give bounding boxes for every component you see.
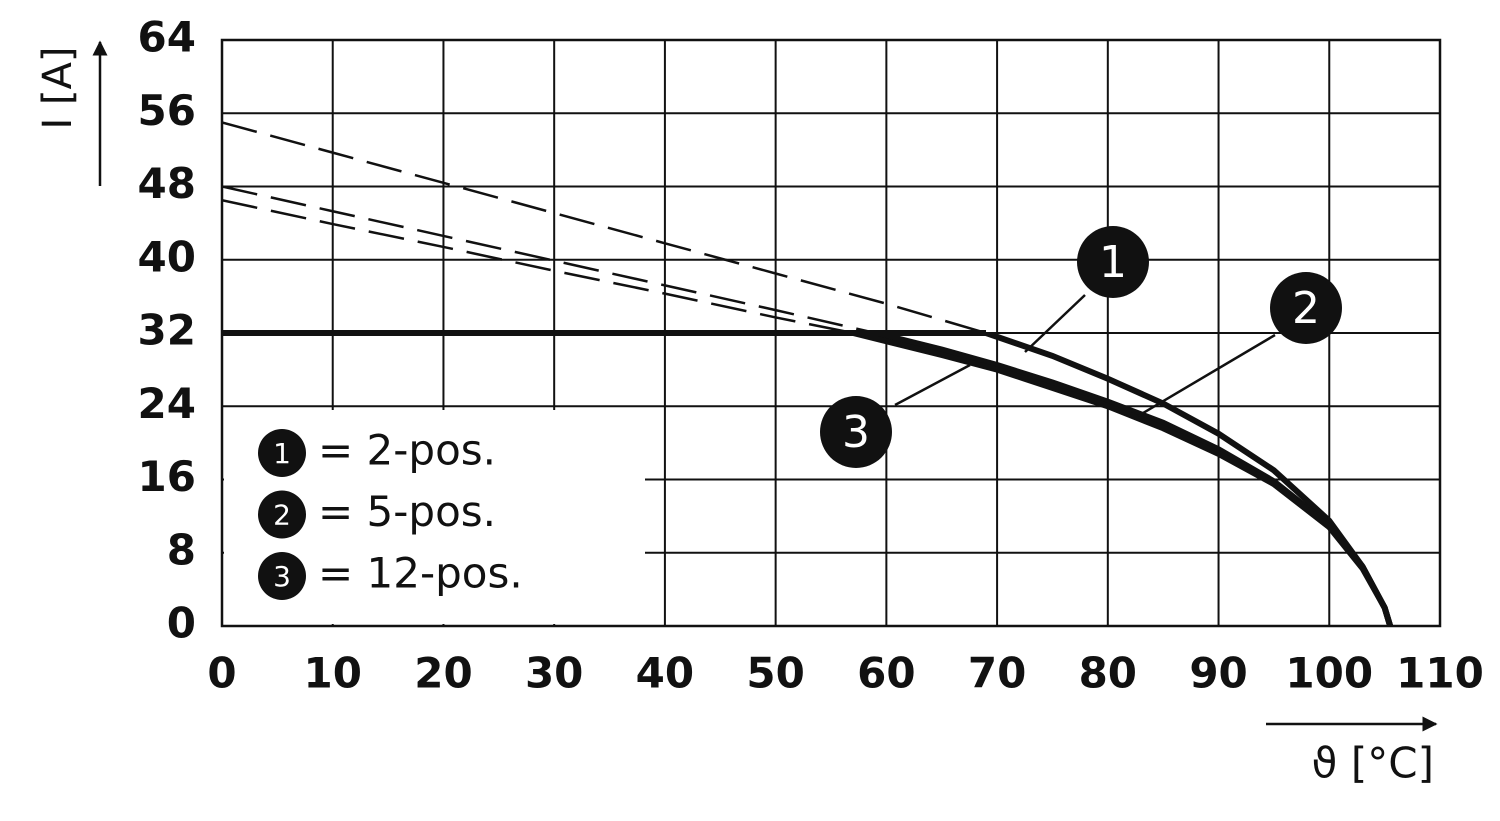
- curves: [222, 121, 1394, 627]
- x-tick-label: 110: [1396, 649, 1484, 698]
- callout-label: 3: [842, 407, 870, 458]
- x-tick-label: 100: [1285, 649, 1373, 698]
- leader-line: [1024, 294, 1086, 353]
- legend-label: = 5-pos.: [318, 487, 496, 536]
- leader-line: [1137, 333, 1276, 418]
- y-tick-label: 32: [138, 306, 196, 355]
- legend-badge-label: 3: [273, 560, 291, 593]
- callout-label: 1: [1099, 237, 1127, 288]
- callout-label: 2: [1292, 283, 1320, 334]
- x-tick-label: 80: [1079, 649, 1137, 698]
- y-tick-label: 48: [138, 159, 196, 208]
- callout-badge: [820, 396, 892, 468]
- legend-label: = 2-pos.: [318, 426, 496, 475]
- x-tick-label: 10: [304, 649, 362, 698]
- legend-badge-label: 2: [273, 499, 291, 532]
- callout-badge: [1270, 272, 1342, 344]
- x-tick-label: 0: [207, 649, 236, 698]
- legend-badge: [258, 552, 306, 600]
- x-axis-label: ϑ [°C]: [1312, 739, 1434, 788]
- derating-curve-dashed: [222, 185, 885, 334]
- x-tick-label: 40: [636, 649, 694, 698]
- x-tick-label: 20: [414, 649, 472, 698]
- x-tick-label: 90: [1189, 649, 1247, 698]
- callouts: 1 2 3: [820, 226, 1342, 468]
- legend-badge: [258, 490, 306, 539]
- x-tick-label: 70: [968, 649, 1026, 698]
- y-tick-label: 0: [167, 599, 196, 648]
- derating-curve: [842, 334, 1394, 627]
- legend-badge-label: 1: [273, 437, 291, 470]
- y-tick-label: 56: [138, 86, 196, 135]
- y-tick-label: 40: [138, 232, 196, 281]
- derating-curve-dashed: [222, 121, 993, 334]
- y-tick-label: 24: [138, 379, 196, 428]
- legend: 1 = 2-pos. 2 = 5-pos. 3 = 12-pos.: [258, 426, 523, 600]
- y-tick-label: 16: [138, 452, 196, 501]
- legend-label: = 12-pos.: [318, 549, 523, 598]
- y-tick-label: 8: [167, 525, 196, 574]
- x-tick-label: 50: [746, 649, 804, 698]
- derating-curve-dashed: [222, 199, 863, 334]
- y-tick-label: 64: [138, 13, 196, 62]
- callout-badge: [1077, 226, 1149, 298]
- x-tick-label: 30: [525, 649, 583, 698]
- x-tick-label: 60: [857, 649, 915, 698]
- leader-line: [894, 363, 971, 407]
- y-axis-label: I [A]: [35, 46, 81, 129]
- legend-badge: [258, 429, 306, 477]
